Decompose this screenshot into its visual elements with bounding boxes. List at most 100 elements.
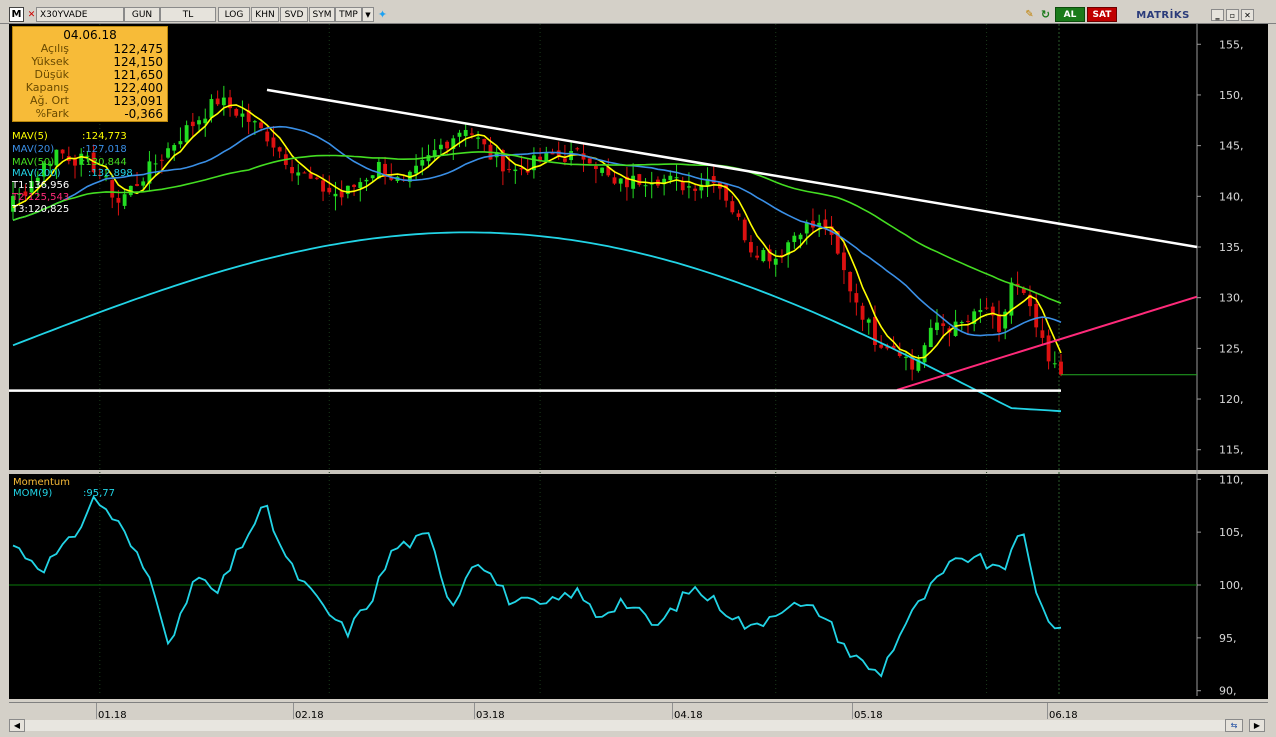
candle-body <box>135 184 139 186</box>
close-icon[interactable]: ✕ <box>1241 9 1254 21</box>
legend-value: :127,018 <box>82 144 127 155</box>
candle-body <box>910 356 915 370</box>
period-button[interactable]: GUN <box>124 7 160 22</box>
date-tick-line <box>96 703 97 720</box>
candle-body <box>1028 294 1032 307</box>
candle-body <box>507 168 512 170</box>
candle-body <box>662 178 667 185</box>
candle-body <box>1052 363 1057 365</box>
candle-body <box>786 242 791 255</box>
chart-canvas[interactable]: 115, 120, 125, 130, 135, 140, 145, 150, 155, 90, 9… <box>9 24 1268 699</box>
twitter-icon[interactable]: ✦ <box>377 8 388 21</box>
candle-body <box>451 138 456 149</box>
candle-body <box>990 306 995 316</box>
candle-body <box>370 175 375 179</box>
price-tick-label: 125, <box>1219 342 1244 355</box>
legend-mav200[interactable]: MAV(200) :132,898 <box>12 168 133 179</box>
sync-button[interactable]: ⇆ <box>1225 719 1243 732</box>
mav200-line <box>12 231 1062 413</box>
candle-body <box>1021 288 1026 294</box>
candle-body <box>866 319 871 323</box>
info-value: 122,400 <box>113 81 163 95</box>
legend-t1[interactable]: T1:136,956 <box>12 180 69 191</box>
candle-body <box>11 195 15 212</box>
brand-label: MATRİKS <box>1136 9 1190 21</box>
info-row-high: Yüksek 124,150 <box>13 55 167 69</box>
candle-body <box>736 213 741 217</box>
currency-button[interactable]: TL <box>160 7 216 22</box>
horizontal-scrollbar[interactable]: ◀ ⇆ ▶ <box>9 719 1268 732</box>
mav50-line <box>12 151 1062 305</box>
candle-body <box>1046 335 1051 362</box>
brand-logo: MATRİKS <box>1120 8 1206 22</box>
info-row-open: Açılış 122,475 <box>13 42 167 56</box>
candle-body <box>308 173 313 179</box>
legend-t2[interactable]: T2:125,543 <box>12 192 69 203</box>
sym-button[interactable]: SYM <box>309 7 335 22</box>
candle-body <box>916 359 921 371</box>
price-tick-label: 130, <box>1219 292 1244 305</box>
candle-body <box>104 176 108 178</box>
candle-body <box>1003 311 1008 329</box>
mav20-line <box>12 125 1062 337</box>
candle-body <box>972 311 977 325</box>
ohlc-info-box: 04.06.18 Açılış 122,475 Yüksek 124,150 D… <box>12 26 168 122</box>
pin-icon[interactable]: ✎ <box>1025 9 1034 20</box>
maximize-icon[interactable]: ▫ <box>1226 9 1239 21</box>
scroll-track[interactable] <box>25 720 1225 731</box>
tmp-button[interactable]: TMP <box>335 7 362 22</box>
legend-mav20[interactable]: MAV(20) :127,018 <box>12 144 127 155</box>
refresh-icon[interactable]: ↻ <box>1040 8 1051 21</box>
candle-body <box>798 234 803 240</box>
candle-body <box>978 310 983 313</box>
legend-mav50[interactable]: MAV(50) :130,844 <box>12 157 127 168</box>
candle-body <box>259 122 263 128</box>
legend-name: MAV(200) <box>12 168 61 179</box>
candle-body <box>35 177 40 183</box>
info-label: Yüksek <box>31 55 69 68</box>
khn-button[interactable]: KHN <box>251 7 279 22</box>
info-row-close: Kapanış 122,400 <box>13 81 167 95</box>
momentum-tick-label: 100, <box>1219 579 1244 592</box>
candle-body <box>414 165 418 174</box>
candle-body <box>668 175 673 181</box>
chart-area[interactable]: 115, 120, 125, 130, 135, 140, 145, 150, 155, 90, 9… <box>9 24 1268 699</box>
svd-button[interactable]: SVD <box>280 7 308 22</box>
buy-button[interactable]: AL <box>1055 7 1085 22</box>
log-button[interactable]: LOG <box>218 7 250 22</box>
symbol-field[interactable]: X30YVADE <box>36 7 124 22</box>
candle-body <box>73 159 77 166</box>
price-tick-label: 120, <box>1219 393 1244 406</box>
candle-body <box>773 258 778 265</box>
legend-name: T1 <box>12 180 25 191</box>
info-value: 124,150 <box>113 55 163 69</box>
info-label: Düşük <box>34 68 69 81</box>
minimize-icon[interactable]: ‗ <box>1211 9 1224 21</box>
legend-name: MAV(5) <box>12 131 48 142</box>
legend-t3[interactable]: T3:120,825 <box>12 204 69 215</box>
date-tick-label: 03.18 <box>476 710 505 721</box>
candle-body <box>246 110 251 122</box>
candle-body <box>854 293 859 303</box>
info-value: 123,091 <box>113 94 163 108</box>
t2-trendline <box>896 295 1198 391</box>
scroll-right-button[interactable]: ▶ <box>1249 719 1265 732</box>
app-logo-icon[interactable]: M <box>9 7 24 22</box>
candle-body <box>705 178 710 187</box>
chevron-left-icon: ◀ <box>13 721 21 730</box>
candle-body <box>897 351 902 356</box>
candle-body <box>550 152 555 155</box>
legend-mav5[interactable]: MAV(5) :124,773 <box>12 131 127 142</box>
sell-button[interactable]: SAT <box>1087 7 1117 22</box>
dropdown-button[interactable]: ▼ <box>362 7 374 22</box>
candle-body <box>345 185 350 194</box>
legend-momentum[interactable]: MOM(9) :95,77 <box>13 488 115 499</box>
candle-body <box>693 188 698 191</box>
candle-body <box>761 250 766 262</box>
candle-body <box>141 181 146 186</box>
symbol-label: X30YVADE <box>40 9 88 20</box>
symbol-close-icon[interactable]: ✕ <box>27 9 36 20</box>
date-tick-line <box>852 703 853 720</box>
scroll-left-button[interactable]: ◀ <box>9 719 25 732</box>
candle-body <box>110 180 115 198</box>
